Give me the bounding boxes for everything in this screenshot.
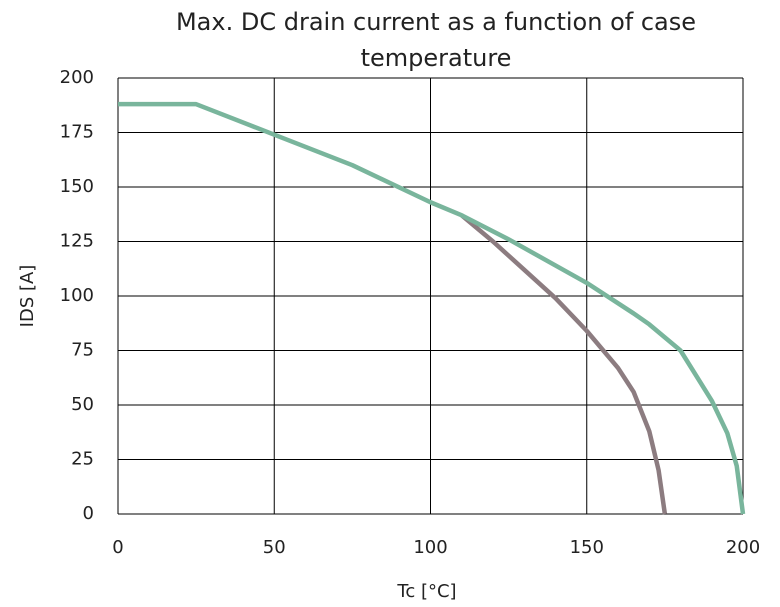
y-tick-label: 25 [71, 449, 94, 470]
x-tick-label: 50 [263, 537, 286, 558]
x-tick-label: 100 [413, 537, 447, 558]
y-tick-label: 75 [71, 340, 94, 361]
x-axis-label: Tc [°C] [396, 581, 456, 602]
y-tick-label: 200 [60, 67, 94, 88]
x-tick-label: 200 [726, 537, 760, 558]
chart-title: Max. DC drain current as a function of c… [175, 8, 697, 72]
y-tick-label: 100 [60, 285, 94, 306]
data-line [460, 213, 668, 515]
x-tick-label: 150 [570, 537, 604, 558]
y-tick-label: 125 [60, 231, 94, 252]
x-tick-label: 0 [112, 537, 123, 558]
y-tick-label: 150 [60, 176, 94, 197]
y-tick-label: 50 [71, 394, 94, 415]
y-axis-label: IDS [A] [17, 265, 38, 328]
y-tick-label: 175 [60, 122, 94, 143]
data-line [118, 101, 746, 515]
y-tick-label: 0 [83, 503, 94, 524]
